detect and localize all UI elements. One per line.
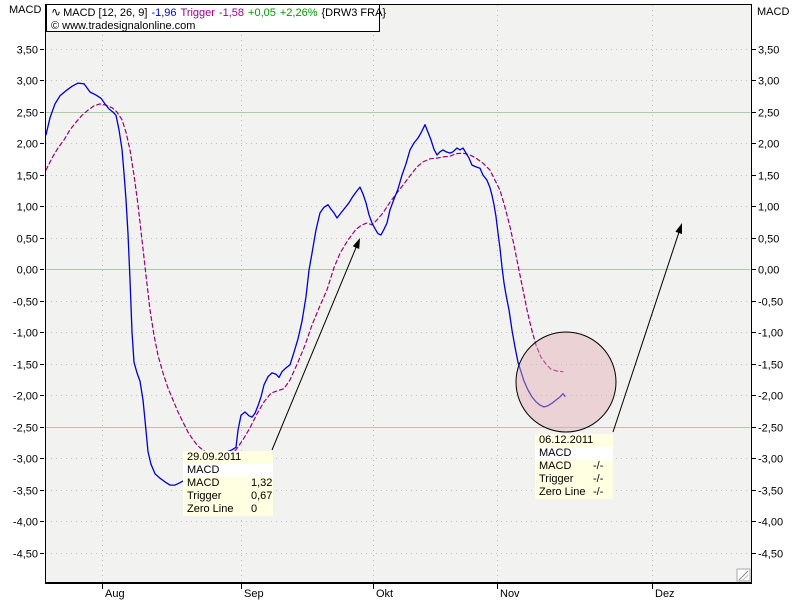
y-tick-label-left: 1,50 — [17, 171, 38, 183]
y-tick-label-right: -1,50 — [758, 360, 783, 372]
copyright-text: © www.tradesignalonline.com — [51, 20, 196, 32]
y-tick-label-left: -2,00 — [13, 391, 38, 403]
y-tick-label-right: 2,50 — [758, 108, 779, 120]
y-tick-label-right: 3,50 — [758, 45, 779, 57]
tooltip-value-zeroline: -/- — [593, 486, 604, 498]
indicator-title: ∿ MACD [12, 26, 9] -1,96 Trigger -1,58 +0,05 +… — [51, 5, 386, 20]
y-tick-label-right: 0,00 — [758, 265, 779, 277]
y-tick-label-left: 0,50 — [17, 234, 38, 246]
y-tick-label-right: -2,50 — [758, 423, 783, 435]
y-tick-label-right: -1,00 — [758, 328, 783, 340]
tooltip-row-trigger: Trigger -/- — [539, 473, 604, 485]
tooltip-header: MACD — [183, 464, 273, 477]
arrowhead-2 — [675, 223, 682, 234]
y-tick-label-right: -3,50 — [758, 486, 783, 498]
tooltip-row-zeroline: Zero Line 0 — [187, 503, 258, 515]
y-tick-label-right: 1,50 — [758, 171, 779, 183]
title-part: {DRW3 FRA} — [321, 7, 387, 19]
resize-grip-line — [738, 570, 749, 581]
y-tick-label-left: -2,50 — [13, 423, 38, 435]
tooltip-value-trigger: 0,67 — [251, 490, 273, 502]
resize-grip-line — [742, 574, 749, 581]
tooltip-row-macd: MACD -/- — [539, 460, 604, 472]
data-tooltip-2: 06.12.2011 MACD MACD -/- Trigger -/- Zer… — [535, 434, 613, 499]
y-tick-label-left: -1,50 — [13, 360, 38, 372]
arrow-line-2 — [612, 226, 682, 433]
wave-icon: ∿ — [51, 5, 62, 19]
title-part: +2,26% — [279, 7, 318, 19]
tooltip-header: MACD — [535, 447, 613, 460]
y-tick-label-right: 1,00 — [758, 202, 779, 214]
y-tick-label-left: 2,00 — [17, 139, 38, 151]
y-tick-label-left: 3,50 — [17, 45, 38, 57]
title-part: +0,05 — [248, 7, 276, 19]
tooltip-row-macd: MACD 1,32 — [187, 477, 273, 489]
y-tick-label-left: -1,00 — [13, 328, 38, 340]
title-part: MACD [12, 26, 9] — [63, 7, 148, 19]
plot-border — [45, 4, 752, 583]
x-tick-label: Aug — [105, 588, 125, 600]
title-part: -1,96 — [151, 7, 177, 19]
tooltip-value-macd: -/- — [593, 460, 604, 472]
y-tick-label-left: 1,00 — [17, 202, 38, 214]
tooltip-row-trigger: Trigger 0,67 — [187, 490, 273, 502]
y-tick-label-left: -3,00 — [13, 454, 38, 466]
arrowhead-1 — [352, 238, 360, 249]
axis-title-right: MACD — [757, 6, 790, 18]
tooltip-value-trigger: -/- — [593, 473, 604, 485]
y-tick-label-left: 0,00 — [17, 265, 38, 277]
y-tick-label-right: 3,00 — [758, 76, 779, 88]
y-tick-label-right: -0,50 — [758, 297, 783, 309]
y-tick-label-right: -2,00 — [758, 391, 783, 403]
y-tick-label-right: 2,00 — [758, 139, 779, 151]
axis-title-left: MACD — [9, 4, 42, 16]
x-tick-label: Okt — [376, 588, 393, 600]
tooltip-value-macd: 1,32 — [251, 477, 273, 489]
y-tick-label-left: -3,50 — [13, 486, 38, 498]
y-tick-label-left: -0,50 — [13, 297, 38, 309]
y-tick-label-left: 3,00 — [17, 76, 38, 88]
x-tick-label: Sep — [244, 588, 264, 600]
highlight-circle — [515, 331, 617, 433]
x-tick-label: Nov — [500, 588, 520, 600]
arrow-line-1 — [271, 241, 359, 451]
y-tick-label-right: -3,00 — [758, 454, 783, 466]
y-tick-label-left: -4,00 — [13, 517, 38, 529]
title-part: Trigger — [180, 7, 215, 19]
y-tick-label-left: -4,50 — [13, 549, 38, 561]
x-tick-label: Dez — [655, 588, 675, 600]
y-tick-label-left: 2,50 — [17, 108, 38, 120]
trigger-line — [45, 103, 564, 459]
tooltip-row-zeroline: Zero Line -/- — [539, 486, 604, 498]
macd-line — [45, 82, 566, 486]
tooltip-date: 29.09.2011 — [187, 451, 242, 463]
y-tick-label-right: 0,50 — [758, 234, 779, 246]
y-tick-label-right: -4,50 — [758, 549, 783, 561]
tooltip-value-zeroline: 0 — [251, 503, 258, 515]
tooltip-date: 06.12.2011 — [539, 434, 594, 446]
chart-legend-box: ∿ MACD [12, 26, 9] -1,96 Trigger -1,58 +0,05 +… — [46, 4, 386, 32]
data-tooltip-1: 29.09.2011 MACD MACD 1,32 Trigger 0,67 Z… — [183, 451, 273, 516]
title-part: -1,58 — [218, 7, 245, 19]
y-tick-label-right: -4,00 — [758, 517, 783, 529]
plot-area[interactable] — [45, 4, 751, 582]
